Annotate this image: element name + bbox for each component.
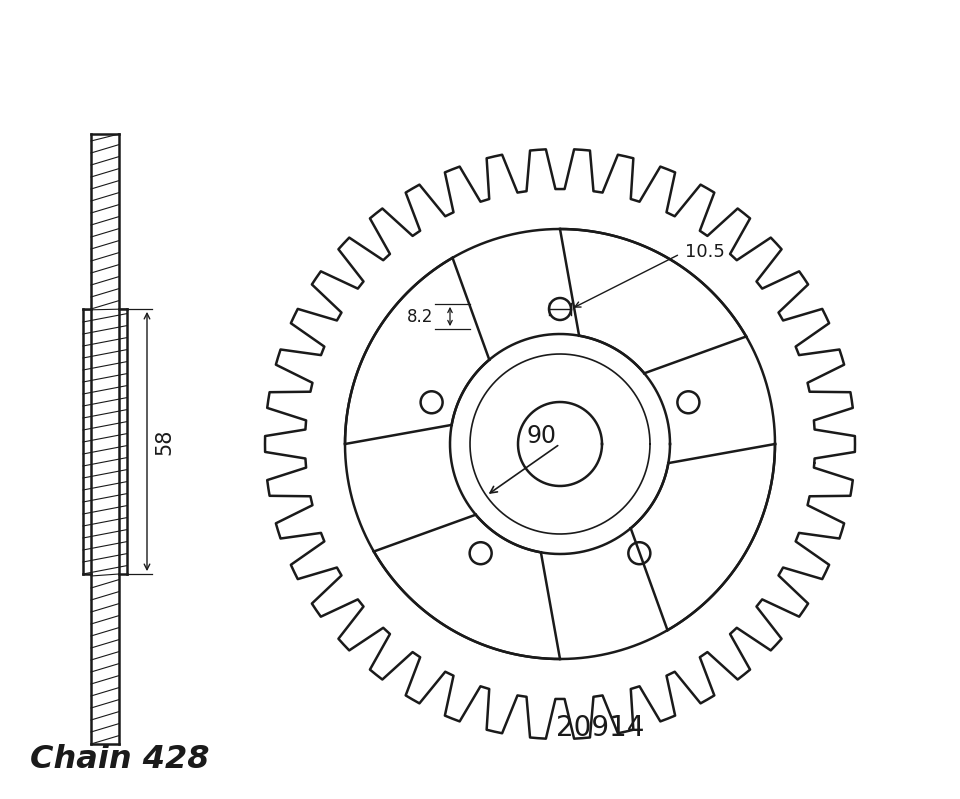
Text: 10.5: 10.5	[685, 243, 725, 261]
Text: 20914: 20914	[556, 714, 644, 742]
Text: 58: 58	[154, 428, 174, 455]
Text: 90: 90	[527, 424, 557, 448]
Text: Chain 428: Chain 428	[30, 744, 209, 775]
Text: 8.2: 8.2	[407, 308, 433, 325]
